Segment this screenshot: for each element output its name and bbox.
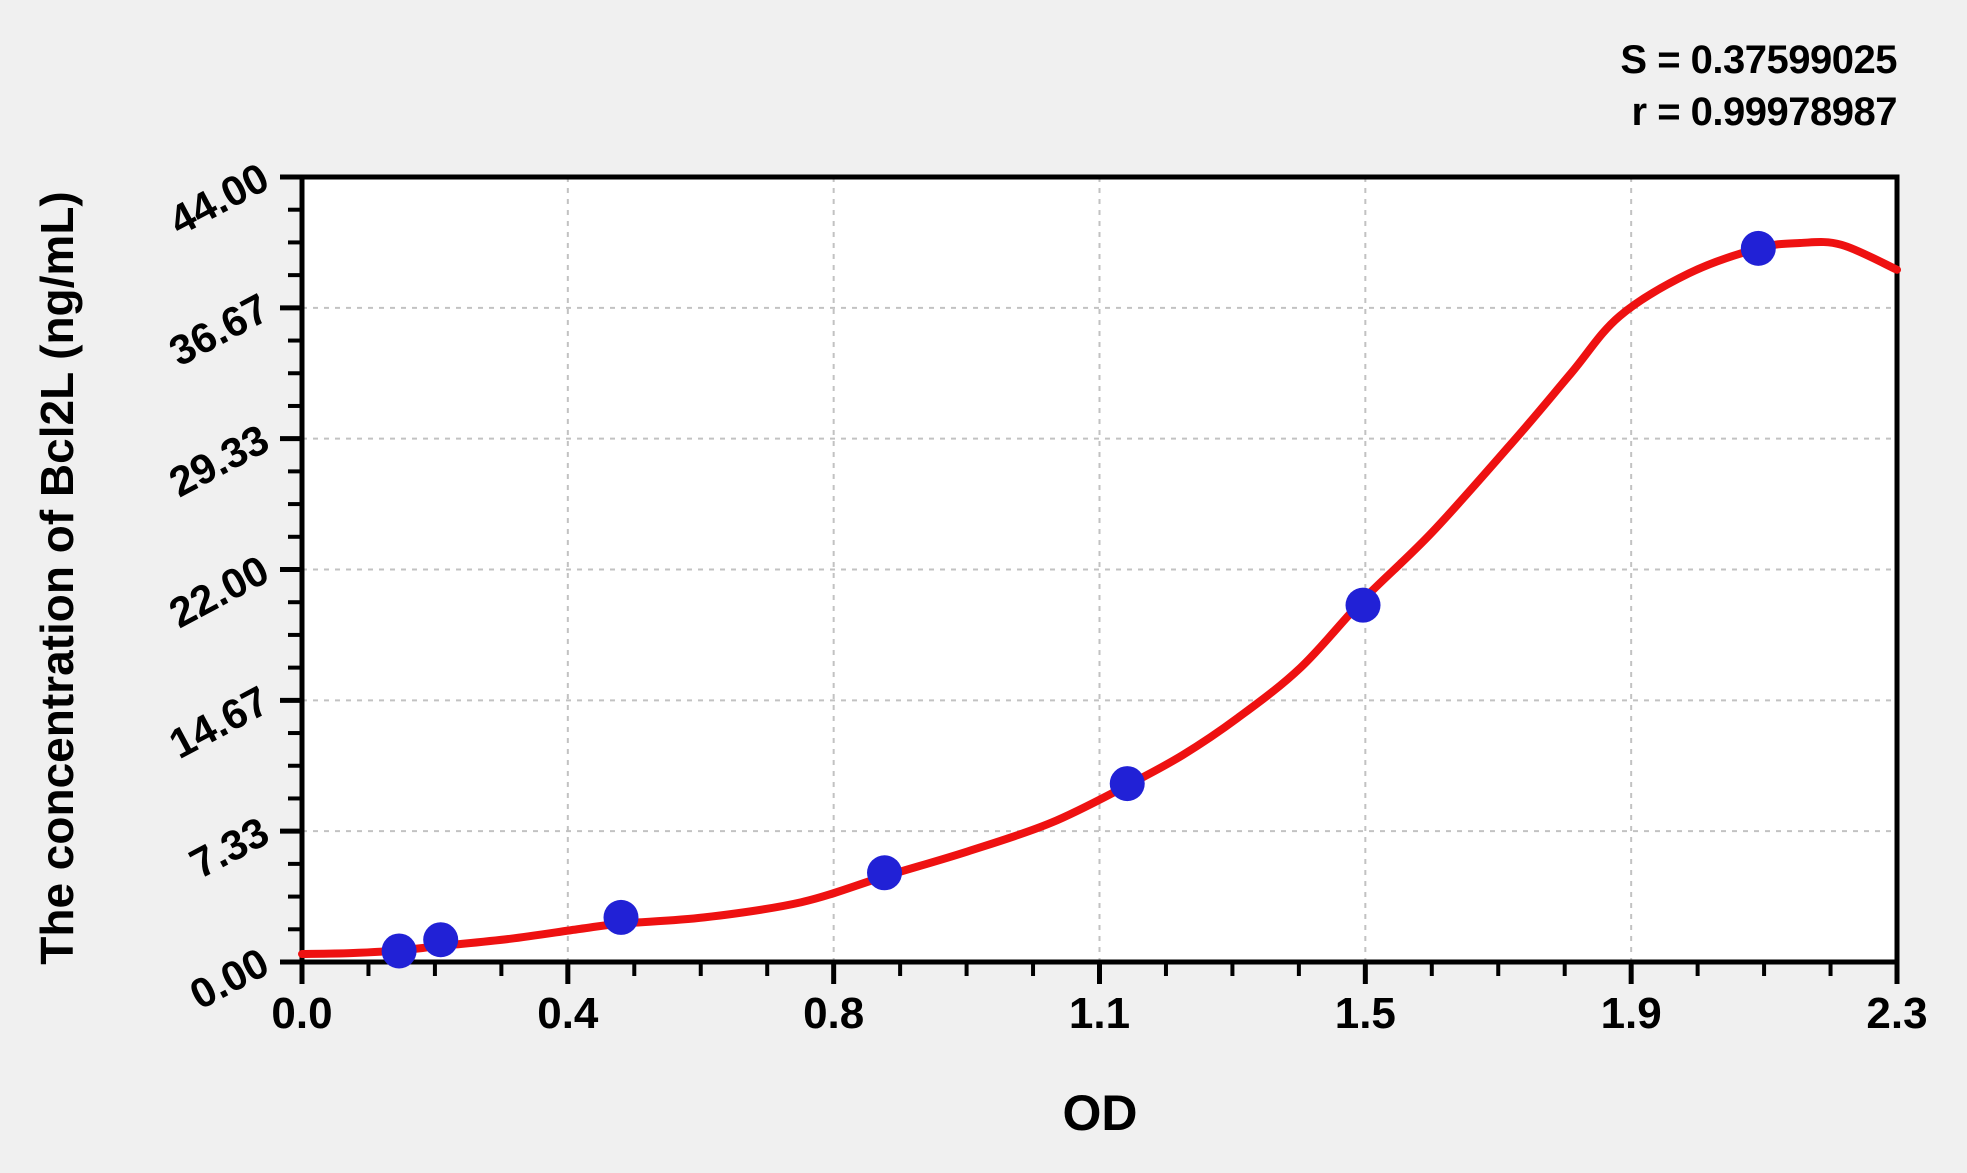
x-axis-title: OD — [1062, 1085, 1138, 1141]
y-tick-label: 14.67 — [161, 677, 276, 768]
y-tick-label: 7.33 — [182, 808, 276, 888]
plot-border — [299, 174, 1900, 965]
y-tick-label: 22.00 — [161, 546, 276, 637]
data-point — [1109, 766, 1145, 802]
x-tick-label: 1.5 — [1335, 989, 1396, 1038]
data-point — [867, 855, 903, 891]
x-tick-label: 1.9 — [1601, 989, 1662, 1038]
y-tick-label: 44.00 — [161, 153, 276, 244]
data-point — [1345, 587, 1381, 623]
y-tick-label: 0.00 — [182, 938, 276, 1018]
y-tick-label: 36.67 — [161, 284, 276, 375]
stat-r-value: r = 0.99978987 — [1631, 90, 1898, 134]
data-point — [603, 899, 639, 935]
data-point — [423, 922, 459, 958]
x-tick-label: 0.4 — [537, 989, 599, 1038]
x-tick-label: 1.1 — [1069, 989, 1130, 1038]
fit-curve — [298, 238, 1901, 958]
stat-s-value: S = 0.37599025 — [1620, 38, 1897, 82]
data-point — [381, 933, 417, 969]
x-tick-label: 0.0 — [271, 989, 332, 1038]
x-tick-label: 0.8 — [803, 989, 864, 1038]
x-tick-label: 2.3 — [1866, 989, 1927, 1038]
y-tick-label: 29.33 — [161, 415, 276, 506]
fit-statistics: S = 0.37599025 r = 0.99978987 — [1620, 34, 1897, 138]
data-point — [1740, 230, 1776, 266]
